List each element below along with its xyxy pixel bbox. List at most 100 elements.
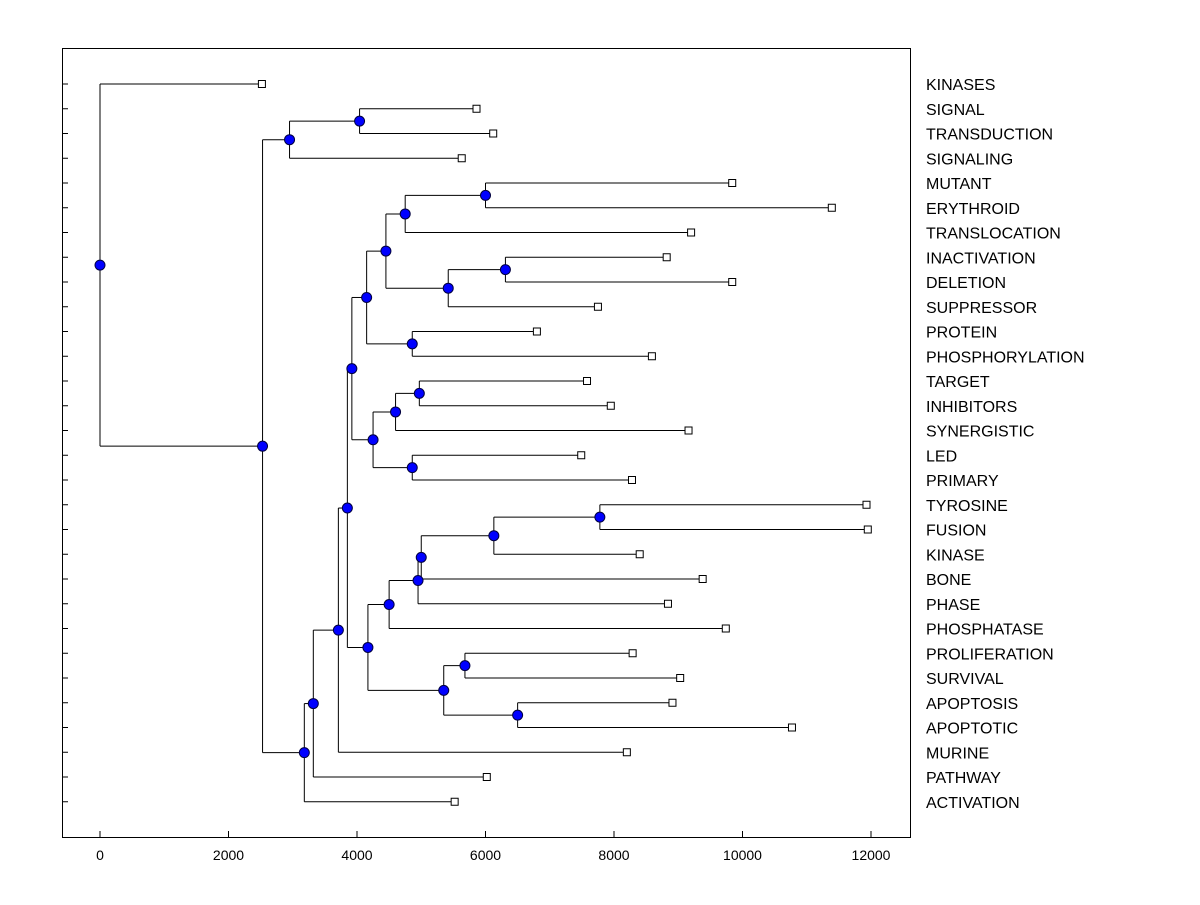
merge-node xyxy=(415,551,427,563)
leaf-label: ERYTHROID xyxy=(926,201,1020,218)
leaf-label: SUPPRESSOR xyxy=(926,300,1037,317)
x-tick-label: 6000 xyxy=(470,847,501,863)
merge-nodes xyxy=(94,115,606,759)
merge-node xyxy=(307,698,319,710)
merge-node xyxy=(438,684,450,696)
leaf-label: KINASES xyxy=(926,77,995,94)
leaf-marker xyxy=(450,797,459,806)
merge-node xyxy=(341,502,353,514)
leaf-marker xyxy=(687,228,696,237)
merge-node xyxy=(361,291,373,303)
x-tick-label: 10000 xyxy=(723,847,762,863)
leaf-label: PHASE xyxy=(926,597,980,614)
leaf-marker xyxy=(721,624,730,633)
leaf-label: TYROSINE xyxy=(926,498,1008,515)
leaf-marker xyxy=(627,476,636,484)
merge-node xyxy=(362,641,374,653)
merge-node xyxy=(413,387,425,399)
merge-node xyxy=(346,363,358,375)
merge-node xyxy=(94,259,106,271)
merge-node xyxy=(406,338,418,350)
branch-lines xyxy=(99,83,868,803)
x-tick-label: 2000 xyxy=(213,847,244,863)
leaf-label: ACTIVATION xyxy=(926,795,1020,812)
leaf-label: APOPTOSIS xyxy=(926,696,1018,713)
merge-node xyxy=(383,599,395,611)
leaf-marker xyxy=(628,649,637,658)
leaf-label: FUSION xyxy=(926,523,986,540)
leaf-label: SIGNALING xyxy=(926,151,1013,168)
merge-node xyxy=(488,530,500,542)
leaf-marker xyxy=(457,154,466,163)
leaf-marker xyxy=(663,599,672,608)
leaf-label: TRANSLOCATION xyxy=(926,226,1061,243)
leaf-label: BONE xyxy=(926,572,971,589)
leaf-marker xyxy=(577,451,586,460)
x-tick-label: 8000 xyxy=(598,847,629,863)
x-axis: 0 2000 4000 6000 8000 10000 12000 xyxy=(96,831,891,863)
merge-node xyxy=(412,575,424,587)
merge-node xyxy=(354,115,366,127)
leaf-markers xyxy=(257,80,872,806)
y-tick-marks xyxy=(62,83,68,803)
plot-frame xyxy=(62,48,911,838)
leaf-marker xyxy=(583,377,592,385)
leaf-marker xyxy=(482,773,491,781)
leaf-marker xyxy=(489,129,498,138)
leaf-label: TARGET xyxy=(926,374,990,391)
leaf-marker xyxy=(862,500,871,509)
leaf-marker xyxy=(698,575,707,583)
leaf-label: MURINE xyxy=(926,745,989,762)
leaf-label: LED xyxy=(926,448,957,465)
leaf-marker xyxy=(472,104,481,113)
x-tick-label: 12000 xyxy=(852,847,891,863)
merge-node xyxy=(594,511,606,523)
merge-node xyxy=(380,245,392,257)
leaf-labels: KINASES SIGNAL TRANSDUCTION SIGNALING MUTANT… xyxy=(926,77,1085,812)
merge-node xyxy=(284,134,296,146)
leaf-marker xyxy=(635,550,644,559)
merge-node xyxy=(298,747,310,759)
leaf-marker xyxy=(728,179,737,187)
leaf-label: PATHWAY xyxy=(926,770,1001,787)
merge-node xyxy=(459,660,471,672)
leaf-marker xyxy=(662,253,671,262)
leaf-marker xyxy=(622,748,631,757)
leaf-label: SYNERGISTIC xyxy=(926,424,1034,441)
leaf-label: MUTANT xyxy=(926,176,992,193)
x-tick-label: 4000 xyxy=(341,847,372,863)
merge-node xyxy=(367,434,379,446)
leaf-marker xyxy=(647,352,656,361)
leaf-marker xyxy=(668,698,677,707)
merge-node xyxy=(442,282,454,294)
x-tick-label: 0 xyxy=(96,847,104,863)
merge-node xyxy=(512,709,524,721)
leaf-label: SIGNAL xyxy=(926,102,985,119)
leaf-label: INACTIVATION xyxy=(926,250,1036,267)
leaf-label: SURVIVAL xyxy=(926,671,1004,688)
merge-node xyxy=(390,406,402,418)
leaf-marker xyxy=(684,426,693,435)
merge-node xyxy=(480,189,491,201)
leaf-label: PRIMARY xyxy=(926,473,999,490)
leaf-label: PHOSPHORYLATION xyxy=(926,349,1085,366)
leaf-label: APOPTOTIC xyxy=(926,721,1018,738)
merge-node xyxy=(399,208,411,220)
leaf-label: TRANSDUCTION xyxy=(926,127,1053,144)
leaf-marker xyxy=(728,278,737,286)
leaf-marker xyxy=(787,723,796,732)
merge-node xyxy=(332,624,344,636)
merge-node xyxy=(499,264,511,276)
leaf-label: INHIBITORS xyxy=(926,399,1017,416)
leaf-label: PROLIFERATION xyxy=(926,646,1054,663)
leaf-label: PHOSPHATASE xyxy=(926,622,1044,639)
leaf-marker xyxy=(827,203,836,212)
leaf-marker xyxy=(606,401,615,410)
leaf-marker xyxy=(257,80,266,88)
merge-node xyxy=(257,440,269,452)
merge-node xyxy=(406,462,418,474)
leaf-marker xyxy=(676,674,685,682)
leaf-marker xyxy=(863,525,872,534)
